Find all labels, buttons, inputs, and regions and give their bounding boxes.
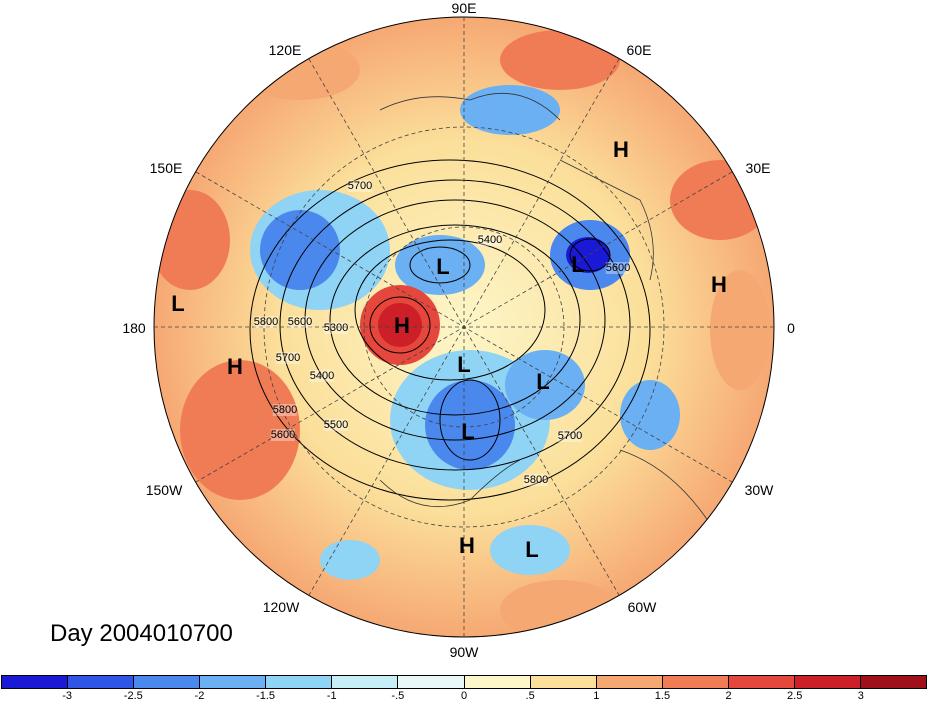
- colorbar-swatch: [332, 676, 399, 688]
- lon-label: 60W: [627, 599, 657, 615]
- anomaly-field: [154, 17, 774, 637]
- colorbar-swatch: [134, 676, 201, 688]
- colorbar-tick-label: 3: [857, 690, 864, 702]
- colorbar-tick-label: 2: [725, 690, 732, 702]
- pressure-center: H: [711, 272, 727, 297]
- colorbar-swatch: [2, 676, 69, 688]
- pressure-center: L: [571, 252, 585, 277]
- contour-label: 5400: [309, 370, 335, 382]
- lon-label: 30W: [744, 482, 774, 498]
- contour-label: 5700: [557, 430, 583, 442]
- contour-label: 5800: [272, 404, 298, 416]
- colorbar-swatch: [398, 676, 465, 688]
- lon-label: 120E: [268, 42, 302, 58]
- colorbar-tick-label: -1.5: [256, 690, 276, 702]
- colorbar-tick-label: -1: [326, 690, 337, 702]
- pressure-center: L: [536, 369, 550, 394]
- day-title: Day 2004010700: [50, 620, 233, 647]
- colorbar-tick-label: 1: [593, 690, 600, 702]
- colorbar-swatch: [596, 676, 663, 688]
- colorbar-swatch: [266, 676, 333, 688]
- pressure-center: L: [461, 419, 475, 444]
- pressure-center: H: [394, 313, 410, 338]
- colorbar-swatch: [530, 676, 597, 688]
- colorbar-swatch: [200, 676, 267, 688]
- lon-label: 120W: [262, 599, 300, 615]
- lon-label: 90E: [451, 0, 477, 16]
- contour-label: 5600: [287, 316, 313, 328]
- colorbar-tick-label: -3: [62, 690, 73, 702]
- colorbar-swatch: [794, 676, 862, 688]
- colorbar-tick-label: -2: [194, 690, 205, 702]
- lon-label: 90W: [449, 644, 479, 660]
- colorbar-swatch: [68, 676, 135, 688]
- colorbar-tick-label: 2.5: [787, 690, 803, 702]
- pressure-center: L: [457, 352, 471, 377]
- lon-label: 30E: [745, 160, 771, 176]
- contour-label: 5600: [605, 262, 631, 274]
- contour-label: 5700: [347, 180, 373, 192]
- pressure-center: L: [525, 537, 539, 562]
- graticule: [154, 17, 774, 637]
- colorbar-tick-label: 1.5: [654, 690, 671, 702]
- colorbar-tick-label: 0: [460, 690, 468, 702]
- pressure-center: L: [436, 254, 450, 279]
- colorbar-swatch: [662, 676, 729, 688]
- colorbar-tick-label: -2.5: [123, 690, 143, 702]
- contour-label: 5400: [477, 234, 503, 246]
- lon-label: 150E: [149, 160, 183, 176]
- colorbar: [1, 675, 927, 689]
- pressure-center: H: [459, 533, 475, 558]
- lon-label: 150W: [145, 482, 183, 498]
- contour-label: 5800: [253, 316, 279, 328]
- contour-label: 5500: [323, 419, 349, 431]
- contour-label: 5300: [323, 322, 349, 334]
- colorbar-tick-label: -.5: [391, 690, 405, 702]
- colorbar-swatch: [728, 676, 795, 688]
- lon-label: 60E: [626, 42, 652, 58]
- lon-label: 180: [122, 320, 146, 336]
- contour-label: 5800: [523, 474, 549, 486]
- pressure-center: H: [227, 354, 243, 379]
- contour-label: 5600: [270, 429, 296, 441]
- colorbar-tick-label: .5: [525, 690, 535, 702]
- colorbar-swatch: [464, 676, 531, 688]
- contour-label: 5700: [275, 352, 301, 364]
- pressure-center: L: [171, 291, 185, 316]
- pressure-center: H: [613, 137, 629, 162]
- colorbar-swatch: [861, 676, 927, 688]
- lon-label: 0: [787, 320, 795, 336]
